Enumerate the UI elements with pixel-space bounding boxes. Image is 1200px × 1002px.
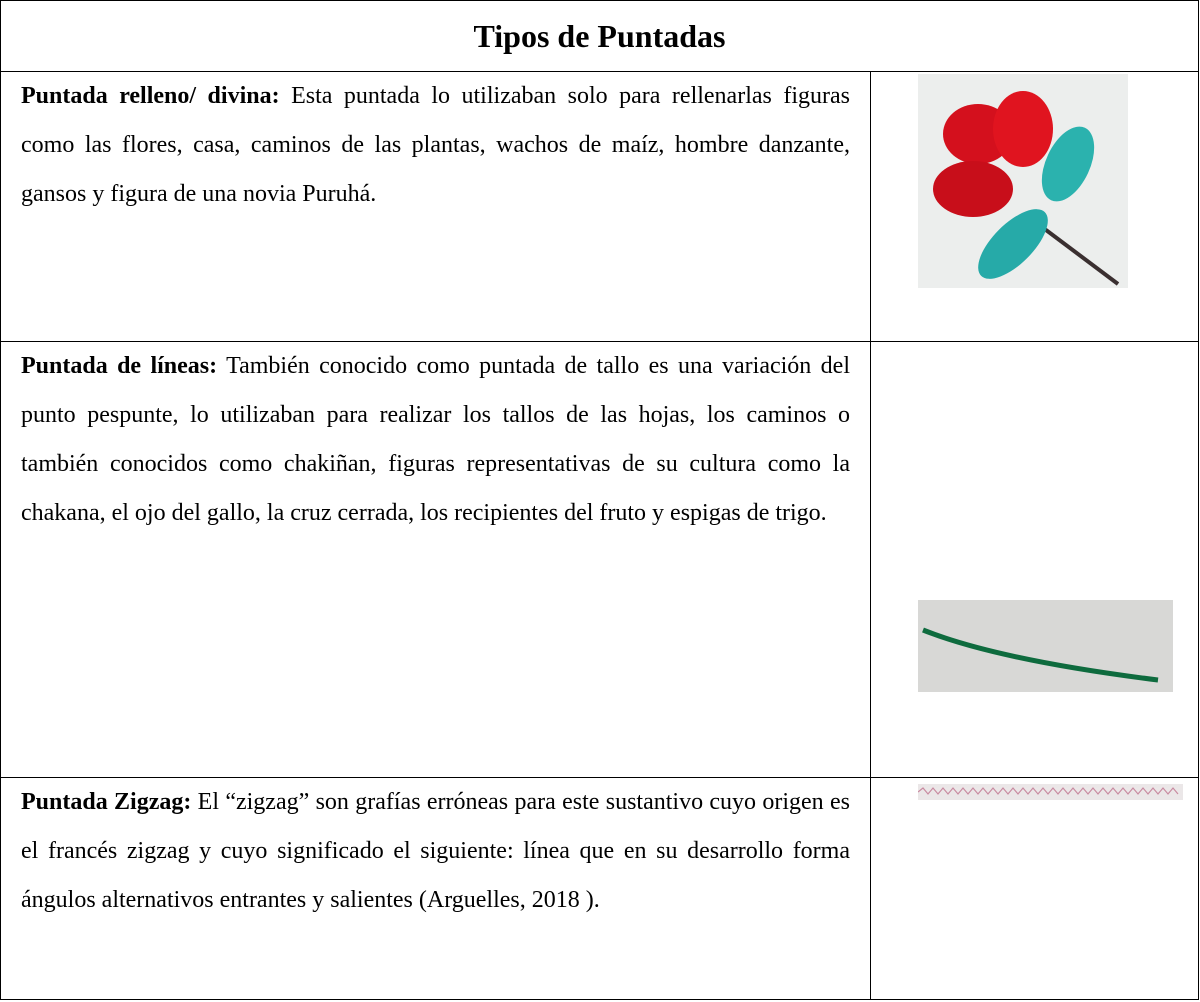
row: Puntada de líneas: También conocido como… xyxy=(0,341,871,778)
row-label: Puntada Zigzag: xyxy=(21,789,192,815)
flower-image xyxy=(918,74,1128,288)
line-stitch-image xyxy=(918,600,1173,692)
row-label: Puntada relleno/ divina: xyxy=(21,83,280,109)
zigzag-image xyxy=(918,784,1183,800)
row-text: Esta puntada lo utilizaban solo para rel… xyxy=(21,83,850,207)
table-title: Tipos de Puntadas xyxy=(0,0,1199,72)
image-cell xyxy=(870,777,1199,1000)
image-cell xyxy=(870,341,1199,778)
row: Puntada relleno/ divina: Esta puntada lo… xyxy=(0,71,871,342)
image-cell xyxy=(870,71,1199,342)
row-label: Puntada de líneas: xyxy=(21,353,218,379)
row-text: El “zigzag” son grafías erróneas para es… xyxy=(21,789,851,913)
row: Puntada Zigzag: El “zigzag” son grafías … xyxy=(0,777,871,1000)
row-text: También conocido como puntada de tallo e… xyxy=(21,353,850,526)
